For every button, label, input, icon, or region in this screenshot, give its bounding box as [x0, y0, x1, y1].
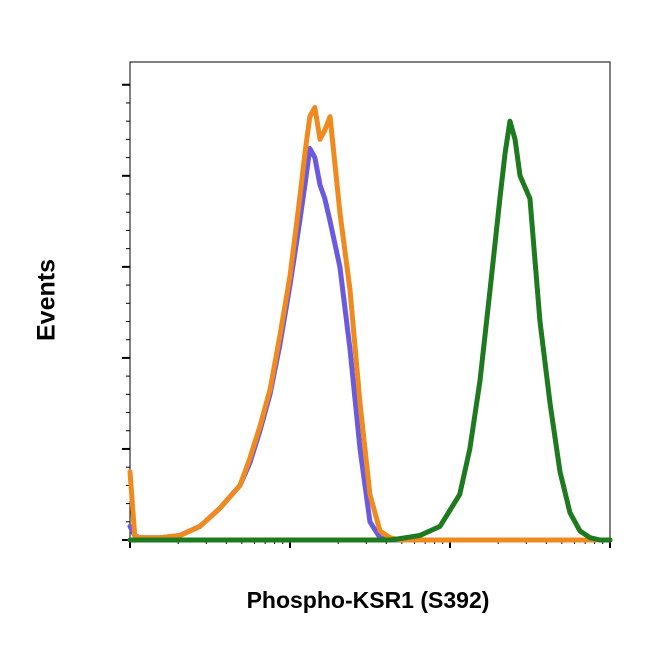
x-axis-label: Phospho-KSR1 (S392) [247, 587, 490, 613]
series-line [127, 118, 613, 543]
series-line [127, 105, 613, 543]
y-axis-label: Events [33, 259, 61, 341]
